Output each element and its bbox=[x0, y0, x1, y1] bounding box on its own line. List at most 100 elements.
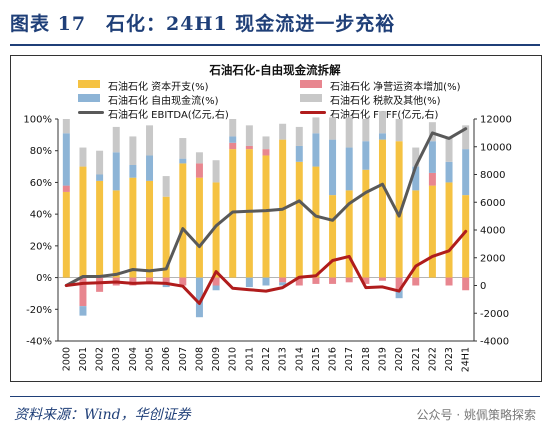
bar-ocf bbox=[462, 149, 470, 196]
left-tick-label: 20% bbox=[30, 241, 52, 252]
bar-tax bbox=[445, 136, 453, 162]
x-tick-label: 2002 bbox=[95, 347, 106, 371]
bar-tax bbox=[195, 152, 203, 164]
bar-tax bbox=[129, 136, 137, 165]
bar-tax bbox=[96, 150, 104, 175]
left-tick-label: -20% bbox=[26, 305, 52, 316]
bar-capex bbox=[146, 180, 154, 278]
bar-tax bbox=[378, 111, 386, 134]
left-tick-label: -40% bbox=[26, 337, 52, 348]
right-tick-label: -4000 bbox=[480, 337, 509, 348]
bar-ocf bbox=[112, 152, 120, 191]
x-tick-label: 2008 bbox=[194, 347, 205, 371]
bar-ocf bbox=[295, 145, 303, 162]
legend-line-ebitda bbox=[78, 111, 104, 114]
bar-ocf bbox=[262, 277, 270, 286]
bar-ocf bbox=[279, 282, 287, 286]
right-tick-label: -2000 bbox=[480, 309, 509, 320]
bar-wc bbox=[96, 277, 104, 292]
legend-label-ocf: 石油石化 自由现金流(%) bbox=[108, 96, 219, 107]
bar-wc bbox=[62, 185, 70, 192]
bar-wc bbox=[445, 277, 453, 286]
bar-wc bbox=[212, 277, 220, 286]
right-tick-label: 6000 bbox=[480, 198, 505, 209]
bar-ocf bbox=[212, 285, 220, 291]
bar-tax bbox=[262, 136, 270, 150]
right-tick-label: 8000 bbox=[480, 170, 505, 181]
x-tick-label: 2005 bbox=[145, 347, 156, 371]
bar-wc bbox=[312, 277, 320, 284]
left-tick-label: 60% bbox=[30, 178, 52, 189]
bar-tax bbox=[412, 147, 420, 167]
bar-tax bbox=[146, 125, 154, 156]
legend-line-fcff bbox=[300, 111, 326, 114]
bar-ocf bbox=[129, 164, 137, 178]
left-tick-label: 0% bbox=[36, 273, 52, 284]
bar-capex bbox=[445, 182, 453, 278]
bar-ocf bbox=[412, 166, 420, 191]
x-tick-label: 2004 bbox=[128, 347, 139, 371]
report-header: 图表 17 石化：24H1 现金流进一步充裕 bbox=[0, 0, 550, 46]
bar-tax bbox=[329, 117, 337, 140]
bar-wc bbox=[362, 277, 370, 284]
legend-swatch-wc bbox=[300, 80, 322, 88]
x-tick-label: 2013 bbox=[278, 347, 289, 371]
bar-capex bbox=[245, 149, 253, 278]
bar-ocf bbox=[79, 306, 87, 316]
x-tick-label: 2018 bbox=[361, 347, 372, 371]
bar-wc bbox=[378, 277, 386, 281]
left-tick-label: 100% bbox=[23, 115, 52, 126]
bar-capex bbox=[295, 161, 303, 278]
x-tick-label: 2011 bbox=[244, 347, 255, 371]
bar-capex bbox=[462, 195, 470, 278]
bar-capex bbox=[378, 139, 386, 278]
bar-capex bbox=[312, 166, 320, 278]
chart-frame bbox=[10, 55, 542, 382]
legend-swatch-tax bbox=[300, 94, 322, 102]
x-tick-label: 2021 bbox=[411, 347, 422, 371]
bar-tax bbox=[362, 119, 370, 142]
bar-wc bbox=[146, 277, 154, 283]
bar-wc bbox=[129, 277, 137, 286]
legend-label-tax: 石油石化 税款及其他(%) bbox=[330, 96, 441, 107]
bar-wc bbox=[79, 277, 87, 307]
bar-tax bbox=[279, 123, 287, 140]
bar-tax bbox=[229, 119, 237, 137]
right-tick-label: 12000 bbox=[480, 115, 512, 126]
x-tick-label: 2003 bbox=[111, 347, 122, 371]
bar-tax bbox=[245, 125, 253, 146]
bar-ocf bbox=[312, 133, 320, 167]
report-footer: 资料来源：Wind，华创证券 公众号 · 姚佩策略探索 bbox=[10, 396, 540, 436]
bar-ocf bbox=[229, 136, 237, 143]
bar-capex bbox=[62, 191, 70, 278]
bar-wc bbox=[195, 163, 203, 178]
bar-ocf bbox=[428, 141, 436, 173]
bar-tax bbox=[79, 147, 87, 167]
x-tick-label: 2009 bbox=[211, 347, 222, 371]
right-tick-label: 10000 bbox=[480, 142, 512, 153]
bar-ocf bbox=[146, 155, 154, 181]
bar-capex bbox=[195, 177, 203, 278]
x-tick-label: 2020 bbox=[394, 347, 405, 371]
bar-wc bbox=[462, 277, 470, 291]
legend-swatch-capex bbox=[78, 80, 100, 88]
x-tick-label: 2012 bbox=[261, 347, 272, 371]
bar-capex bbox=[212, 182, 220, 278]
x-tick-label: 2006 bbox=[161, 347, 172, 371]
bar-wc bbox=[262, 149, 270, 156]
bar-capex bbox=[96, 180, 104, 278]
bar-tax bbox=[345, 117, 353, 148]
bar-ocf bbox=[195, 277, 203, 318]
bar-tax bbox=[462, 125, 470, 150]
x-tick-label: 2023 bbox=[444, 347, 455, 371]
bar-tax bbox=[162, 176, 170, 197]
bar-ocf bbox=[329, 139, 337, 196]
bar-ocf bbox=[245, 277, 253, 288]
x-tick-label: 2019 bbox=[377, 347, 388, 371]
bar-capex bbox=[112, 190, 120, 278]
x-tick-label: 2015 bbox=[311, 347, 322, 371]
legend-label-capex: 石油石化 资本开支(%) bbox=[108, 82, 209, 93]
x-tick-label: 2014 bbox=[294, 347, 305, 371]
bar-ocf bbox=[179, 158, 187, 164]
bar-tax bbox=[312, 117, 320, 134]
